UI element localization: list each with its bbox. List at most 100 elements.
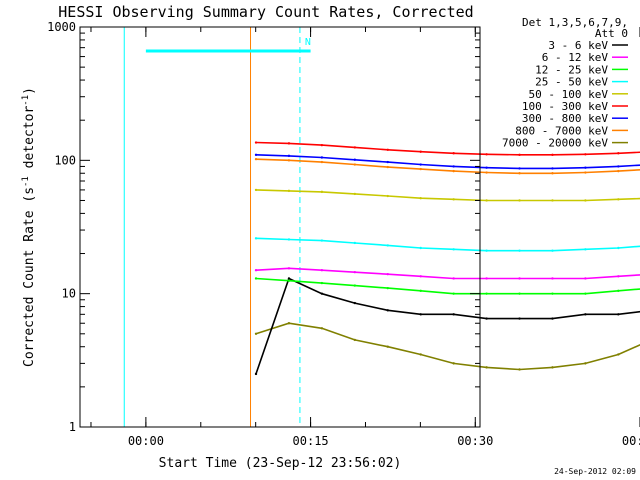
data-point xyxy=(518,368,521,371)
data-point xyxy=(287,189,291,193)
data-point xyxy=(617,246,620,250)
data-point xyxy=(254,188,258,192)
data-point xyxy=(320,190,324,194)
data-point xyxy=(551,199,554,202)
data-point xyxy=(386,345,389,348)
data-point xyxy=(386,148,389,151)
data-point xyxy=(386,309,389,312)
data-point xyxy=(287,322,291,325)
data-point xyxy=(584,171,587,174)
data-point xyxy=(518,277,521,280)
data-point xyxy=(419,163,422,166)
data-point xyxy=(551,277,554,280)
data-point xyxy=(386,160,389,164)
data-point xyxy=(386,286,389,290)
data-point xyxy=(617,152,620,155)
x-axis-label: Start Time (23-Sep-12 23:56:02) xyxy=(159,456,402,471)
data-point xyxy=(617,275,620,278)
data-point xyxy=(386,244,389,247)
chart-title: HESSI Observing Summary Count Rates, Cor… xyxy=(58,3,473,21)
data-point xyxy=(584,292,587,295)
data-point xyxy=(551,167,554,170)
data-point xyxy=(254,153,258,157)
data-point xyxy=(320,268,324,272)
legend-entry-label: 12 - 25 keV xyxy=(535,63,608,76)
data-point xyxy=(287,154,291,158)
data-point xyxy=(419,196,422,200)
series-line xyxy=(255,158,640,175)
data-point xyxy=(551,292,554,295)
data-point xyxy=(419,353,422,356)
data-point xyxy=(254,141,258,144)
data-point xyxy=(353,146,357,149)
data-point xyxy=(353,158,357,161)
data-point xyxy=(485,153,488,156)
data-point xyxy=(617,198,620,201)
y-axis-label-exp: -1 xyxy=(21,176,31,187)
data-point xyxy=(320,292,324,295)
data-point xyxy=(353,241,357,245)
data-point xyxy=(419,246,422,250)
data-point xyxy=(551,153,554,157)
data-point xyxy=(353,301,357,305)
data-point xyxy=(254,332,258,336)
data-point xyxy=(617,289,620,293)
data-point xyxy=(452,248,455,251)
y-axis-label-part: detector xyxy=(22,106,37,177)
y-axis: 1 10 100 1000 xyxy=(47,20,480,434)
data-point xyxy=(386,272,389,276)
legend-header: Det 1,3,5,6,7,9, xyxy=(522,16,628,29)
data-point xyxy=(452,362,455,365)
data-point xyxy=(518,172,521,175)
data-point xyxy=(485,166,488,169)
legend-entry-label: 100 - 300 keV xyxy=(522,100,608,113)
data-point xyxy=(320,239,324,242)
x-tick-label: 00:45 xyxy=(622,434,640,448)
data-point xyxy=(452,165,455,168)
series-line xyxy=(255,277,640,295)
data-point xyxy=(386,165,389,169)
legend-entry-label: 7000 - 20000 keV xyxy=(502,137,608,150)
data-point xyxy=(584,199,587,202)
data-point xyxy=(287,159,291,162)
data-point xyxy=(452,169,455,173)
x-tick-label: 00:15 xyxy=(293,434,329,448)
series-line xyxy=(255,141,640,156)
plot-frame xyxy=(79,26,481,428)
data-point xyxy=(485,277,488,280)
data-point xyxy=(452,313,455,316)
data-point xyxy=(518,292,521,295)
data-point xyxy=(452,152,455,155)
y-axis-label: Corrected Count Rate (s-1 detector-1) xyxy=(21,87,37,367)
legend-entry-label: 6 - 12 keV xyxy=(542,51,609,64)
data-point xyxy=(419,167,422,171)
data-point xyxy=(254,277,258,280)
data-point xyxy=(353,338,357,342)
data-point xyxy=(254,268,258,272)
data-point xyxy=(353,163,357,166)
data-point xyxy=(584,166,587,169)
y-tick-label: 100 xyxy=(54,153,76,167)
plot-area: NS xyxy=(123,27,640,427)
data-point xyxy=(419,150,422,153)
data-point xyxy=(419,275,422,278)
data-point xyxy=(287,277,291,280)
data-point xyxy=(617,313,620,316)
data-point xyxy=(551,172,554,175)
data-point xyxy=(452,198,455,201)
data-point xyxy=(584,313,587,316)
legend-entry-label: 50 - 100 keV xyxy=(529,88,609,101)
data-point xyxy=(287,238,291,241)
series-line xyxy=(255,154,640,170)
data-point xyxy=(254,237,258,240)
data-point xyxy=(617,165,620,168)
data-point xyxy=(320,281,324,285)
data-point xyxy=(386,194,389,198)
data-point xyxy=(485,171,488,174)
data-point xyxy=(287,279,291,282)
legend-entry-label: 800 - 7000 keV xyxy=(515,124,608,137)
data-point xyxy=(419,313,422,316)
data-point xyxy=(518,199,521,202)
